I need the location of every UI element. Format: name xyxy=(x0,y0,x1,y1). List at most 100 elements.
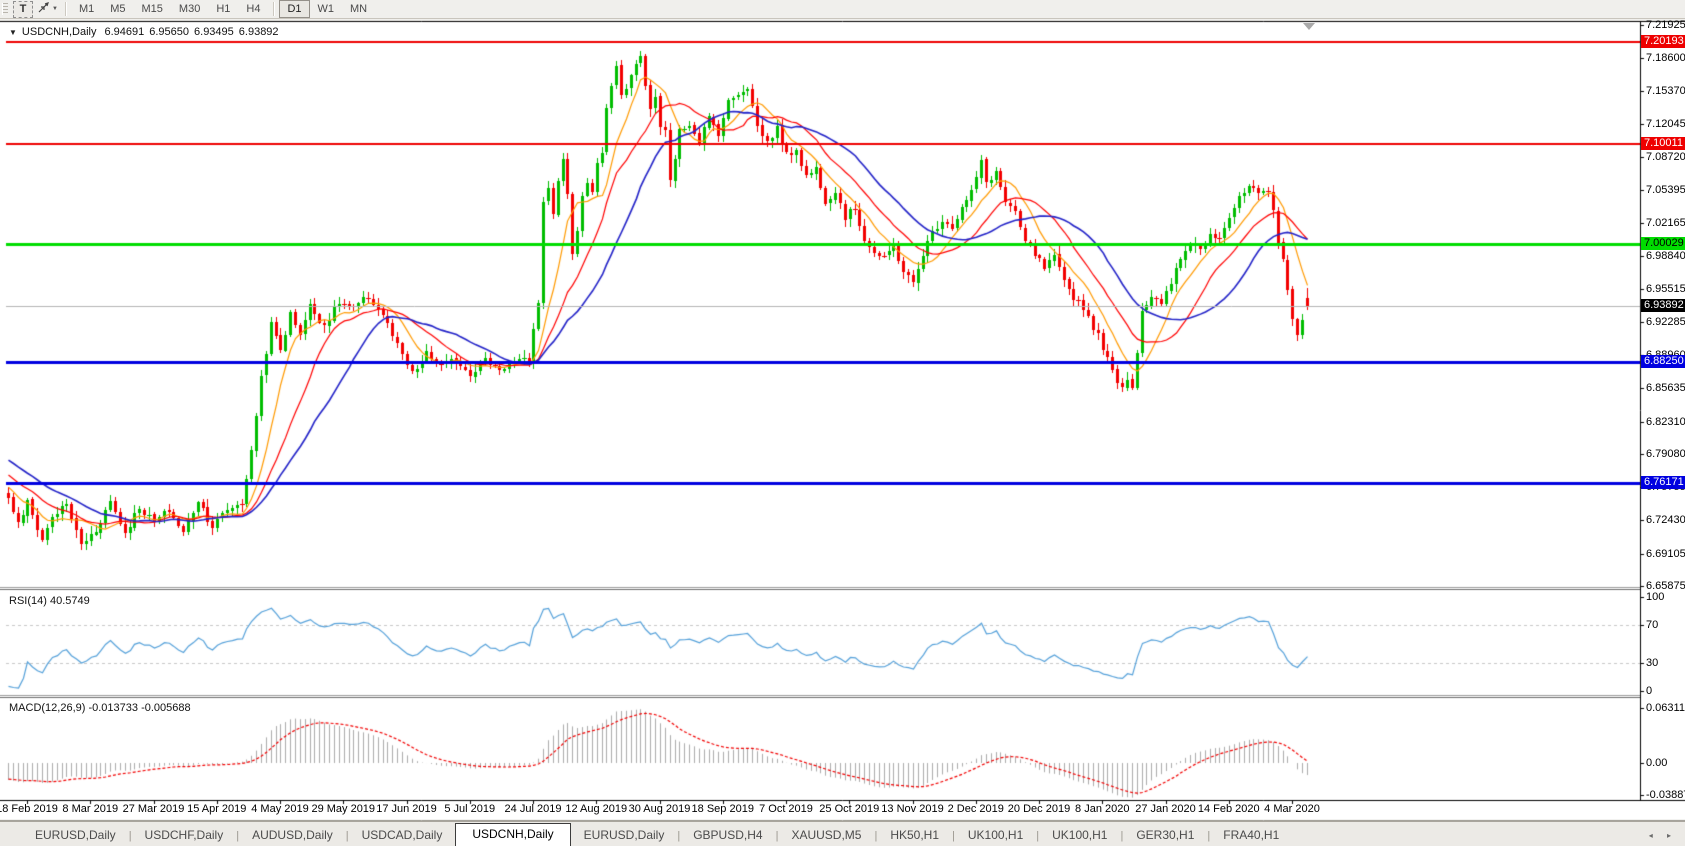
tab-separator: | xyxy=(775,830,779,842)
rsi-axis-tick: 0 xyxy=(1646,685,1653,697)
timeframe-group: M1 M5 M15 M30 H1 H4 D1 W1 MN xyxy=(71,0,375,18)
y-axis-tick: 6.92285 xyxy=(1646,315,1685,328)
timeframe-button-mn[interactable]: MN xyxy=(350,3,368,15)
tab-scroll-arrows[interactable]: ◂ ▸ xyxy=(1648,831,1677,840)
macd-axis-tick: 0.063113 xyxy=(1646,702,1685,715)
tab-separator: | xyxy=(874,830,878,842)
timeframe-button-h4[interactable]: H4 xyxy=(246,3,261,15)
chart-tab-xauusd-m5[interactable]: XAUUSD,M5 xyxy=(791,828,862,842)
y-axis-tick: 7.21925 xyxy=(1646,19,1685,31)
x-axis-tick: 8 Jan 2020 xyxy=(1075,803,1130,815)
x-axis-tick: 20 Dec 2019 xyxy=(1007,803,1071,815)
chart-symbol-label: USDCNH,Daily xyxy=(21,26,97,38)
tab-separator: | xyxy=(1207,830,1211,842)
rsi-axis-tick: 70 xyxy=(1646,619,1659,632)
x-axis-tick: 8 Mar 2019 xyxy=(62,803,119,815)
tab-separator: | xyxy=(1036,830,1040,842)
price-level-badge[interactable]: 6.76171 xyxy=(1641,475,1685,489)
x-axis-tick: 15 Apr 2019 xyxy=(187,803,247,815)
ohlc-low: 6.93495 xyxy=(194,26,234,38)
chart-tab-usdcad-daily[interactable]: USDCAD,Daily xyxy=(361,828,443,842)
y-axis-tick: 6.69105 xyxy=(1646,547,1685,560)
rsi-axis-tick: 100 xyxy=(1646,591,1665,603)
x-axis-tick: 24 Jul 2019 xyxy=(504,803,562,815)
chart-tab-hk50-h1[interactable]: HK50,H1 xyxy=(890,828,940,842)
y-axis-tick: 6.82310 xyxy=(1646,415,1685,428)
price-level-badge[interactable]: 7.10011 xyxy=(1641,137,1685,151)
chart-tab-audusd-daily[interactable]: AUDUSD,Daily xyxy=(252,828,333,842)
chart-tab-fra40-h1[interactable]: FRA40,H1 xyxy=(1223,828,1280,842)
tab-separator: | xyxy=(128,830,132,842)
x-axis-tick: 29 May 2019 xyxy=(311,803,376,815)
toolbar-separator xyxy=(273,2,275,16)
chart-tab-eurusd-daily[interactable]: EURUSD,Daily xyxy=(35,828,116,842)
chart-tab-eurusd-daily[interactable]: EURUSD,Daily xyxy=(583,828,665,842)
chart-tab-ger30-h1[interactable]: GER30,H1 xyxy=(1136,828,1195,842)
timeframe-button-h1[interactable]: H1 xyxy=(216,3,231,15)
x-axis-tick: 14 Feb 2020 xyxy=(1197,803,1260,815)
arrows-tool-button[interactable]: ▼ xyxy=(37,1,58,17)
y-axis-tick: 6.72430 xyxy=(1646,514,1685,527)
timeframe-button-m5[interactable]: M5 xyxy=(110,3,126,15)
arrows-cursor-icon xyxy=(37,1,50,17)
y-axis-tick: 7.18600 xyxy=(1646,52,1685,65)
text-tool-button[interactable]: T xyxy=(13,0,33,18)
chart-tab-uk100-h1[interactable]: UK100,H1 xyxy=(967,828,1024,842)
x-axis-tick: 18 Sep 2019 xyxy=(691,803,754,815)
y-axis-tick: 7.12045 xyxy=(1646,117,1685,130)
toolbar: T ▼ M1 M5 M15 M30 H1 H4 D1 W1 MN xyxy=(0,0,1685,19)
x-axis-tick: 4 May 2019 xyxy=(251,803,309,815)
chart-title: ▼ USDCNH,Daily 6.94691 6.95650 6.93495 6… xyxy=(9,26,284,38)
price-level-badge[interactable]: 7.20193 xyxy=(1641,35,1685,49)
y-axis-tick: 7.05395 xyxy=(1646,184,1685,197)
macd-indicator-label: MACD(12,26,9) -0.013733 -0.005688 xyxy=(9,702,191,714)
tab-separator: | xyxy=(1120,830,1124,842)
macd-axis-tick: 0.00 xyxy=(1646,757,1668,769)
current-price-badge: 6.93892 xyxy=(1641,298,1685,312)
x-axis-tick: 25 Oct 2019 xyxy=(819,803,880,815)
macd-axis-tick: -0.038872 xyxy=(1646,789,1685,801)
chart-tab-gbpusd-h4[interactable]: GBPUSD,H4 xyxy=(693,828,763,842)
chart-tab-usdcnh-daily[interactable]: USDCNH,Daily xyxy=(455,823,571,846)
ohlc-close: 6.93892 xyxy=(238,26,279,38)
y-axis-tick: 6.98840 xyxy=(1646,250,1685,263)
y-axis-tick: 6.85635 xyxy=(1646,382,1685,395)
chart-tab-usdchf-daily[interactable]: USDCHF,Daily xyxy=(144,828,224,842)
x-axis-tick: 30 Aug 2019 xyxy=(628,803,691,815)
y-axis-tick: 7.08720 xyxy=(1646,151,1685,164)
y-axis-tick: 7.02165 xyxy=(1646,216,1685,229)
chart-tabs-bar: EURUSD,Daily | USDCHF,Daily | AUDUSD,Daily | U… xyxy=(0,821,1685,846)
tab-separator: | xyxy=(345,830,349,842)
chevron-down-icon: ▼ xyxy=(52,6,58,12)
x-axis-tick: 27 Mar 2019 xyxy=(122,803,185,815)
x-axis-tick: 7 Oct 2019 xyxy=(759,803,813,815)
timeframe-button-w1[interactable]: W1 xyxy=(317,3,335,15)
toolbar-grip[interactable] xyxy=(2,3,8,15)
x-axis-tick: 18 Feb 2019 xyxy=(0,803,58,815)
timeframe-button-m15[interactable]: M15 xyxy=(141,3,163,15)
chart-dropdown-icon[interactable]: ▼ xyxy=(9,27,17,37)
tab-separator: | xyxy=(236,830,240,842)
rsi-indicator-label: RSI(14) 40.5749 xyxy=(9,595,90,607)
chart-shift-marker[interactable] xyxy=(1303,23,1315,30)
x-axis-tick: 27 Jan 2020 xyxy=(1135,803,1196,815)
y-axis-tick: 7.15370 xyxy=(1646,84,1685,97)
x-axis-tick: 2 Dec 2019 xyxy=(947,803,1004,815)
x-axis-tick: 12 Aug 2019 xyxy=(565,803,628,815)
y-axis-tick: 6.65875 xyxy=(1646,580,1685,593)
timeframe-button-m30[interactable]: M30 xyxy=(178,3,201,15)
toolbar-separator xyxy=(64,2,66,16)
tab-separator: | xyxy=(677,830,681,842)
x-axis-tick: 4 Mar 2020 xyxy=(1264,803,1320,815)
price-level-badge[interactable]: 7.00029 xyxy=(1641,237,1685,251)
ohlc-high: 6.95650 xyxy=(149,26,190,38)
y-axis-tick: 6.95515 xyxy=(1646,283,1685,296)
chart-tab-uk100-h1[interactable]: UK100,H1 xyxy=(1052,828,1108,842)
tab-separator: | xyxy=(952,830,955,842)
x-axis-tick: 5 Jul 2019 xyxy=(444,803,496,815)
price-level-badge[interactable]: 6.88250 xyxy=(1641,355,1685,369)
y-axis-tick: 6.79080 xyxy=(1646,447,1685,460)
timeframe-button-m1[interactable]: M1 xyxy=(78,3,95,15)
timeframe-button-d1[interactable]: D1 xyxy=(279,0,310,18)
